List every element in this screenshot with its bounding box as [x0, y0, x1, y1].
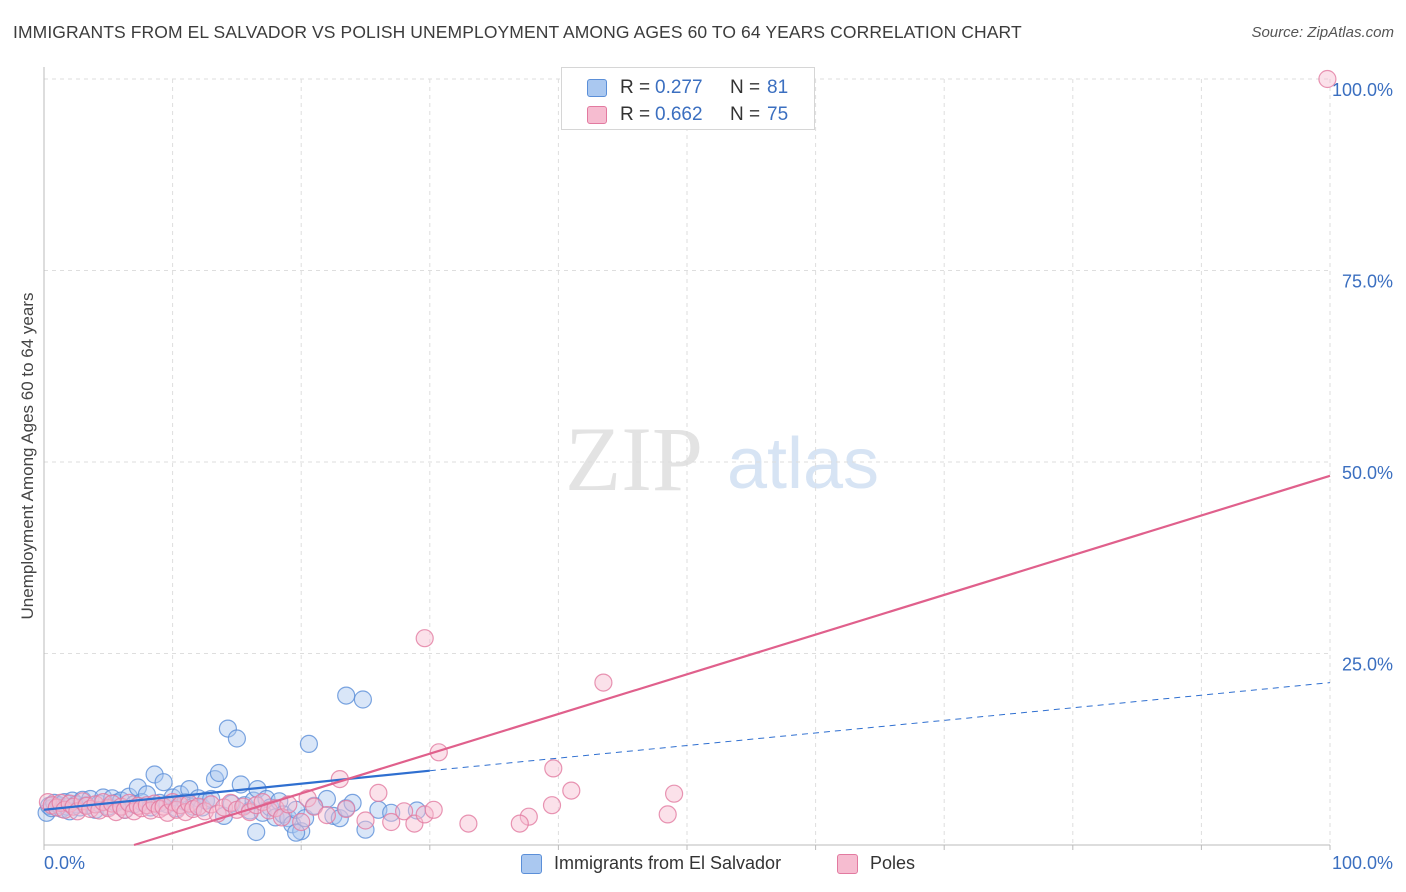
poles-legend-label: Poles: [870, 853, 916, 873]
source-credit: Source: ZipAtlas.com: [1251, 24, 1394, 41]
salvador-point: [356, 820, 375, 839]
r-value: 0.662: [655, 104, 703, 125]
poles-point: [356, 811, 375, 830]
legend-row-poles: R = 0.662 N = 75: [562, 101, 814, 129]
r-label: R =: [620, 77, 651, 98]
salvador-point: [227, 729, 246, 748]
poles-point: [415, 805, 434, 824]
poles-point: [279, 795, 298, 814]
salvador-point: [287, 823, 306, 842]
poles-point: [519, 807, 538, 826]
y-tick-label: 25.0%: [1342, 655, 1393, 675]
salvador-trend-extension: [429, 682, 1331, 772]
n-label: N =: [730, 77, 761, 98]
poles-point: [382, 812, 401, 832]
poles-point: [415, 629, 434, 648]
watermark-atlas: atlas: [727, 424, 879, 504]
poles-legend-swatch: [837, 854, 858, 874]
salvador-point: [218, 719, 237, 738]
poles-point: [664, 784, 684, 803]
trend-lines: [43, 474, 1331, 847]
correlation-legend: R = 0.277 N = 81 R = 0.662 N = 75: [561, 67, 815, 130]
poles-point: [395, 802, 414, 821]
salvador-point: [209, 763, 228, 783]
y-tick-label: 50.0%: [1342, 463, 1393, 483]
salvador-legend-swatch: [521, 854, 542, 874]
r-label: R =: [620, 104, 651, 125]
poles-point: [544, 759, 563, 778]
poles-point: [305, 797, 324, 816]
salvador-point: [299, 734, 318, 754]
poles-point: [337, 799, 356, 819]
salvador-point: [337, 686, 356, 705]
poles-point: [429, 743, 448, 762]
x-tick-label: 100.0%: [1332, 853, 1393, 873]
poles-point: [658, 805, 677, 824]
legend-row-salvador: R = 0.277 N = 81: [562, 74, 814, 102]
n-value: 75: [767, 104, 789, 125]
salvador-point: [128, 778, 147, 797]
tick-labels: 25.0% 50.0% 75.0% 100.0% 0.0% 100.0%: [44, 80, 1393, 873]
salvador-swatch: [587, 79, 607, 97]
poles-point: [562, 781, 581, 800]
poles-point: [594, 673, 613, 692]
poles-swatch: [587, 106, 607, 124]
x-tick-label: 0.0%: [44, 853, 85, 873]
n-label: N =: [730, 104, 761, 125]
y-tick-label: 75.0%: [1342, 272, 1393, 292]
salvador-trend-line: [43, 769, 430, 811]
watermark-zip: ZIP: [565, 408, 703, 510]
n-value: 81: [767, 77, 789, 98]
poles-point: [369, 783, 388, 803]
poles-point: [459, 814, 478, 833]
poles-point: [1318, 69, 1337, 89]
salvador-point: [154, 773, 173, 792]
r-value: 0.277: [655, 77, 703, 98]
y-tick-label: 100.0%: [1332, 80, 1393, 100]
poles-point: [317, 805, 336, 825]
data-points: [37, 69, 1337, 842]
poles-point: [510, 814, 529, 833]
salvador-point: [353, 690, 372, 709]
axes: [43, 67, 1331, 850]
poles-point: [292, 812, 311, 832]
poles-trend-line: [133, 474, 1331, 847]
chart-title: IMMIGRANTS FROM EL SALVADOR VS POLISH UN…: [13, 22, 1022, 42]
poles-point: [542, 796, 562, 815]
poles-point: [405, 814, 424, 833]
salvador-legend-label: Immigrants from El Salvador: [554, 853, 782, 873]
poles-point: [424, 800, 443, 819]
series-legend: Immigrants from El Salvador Poles: [0, 851, 1406, 879]
salvador-point: [247, 822, 266, 842]
